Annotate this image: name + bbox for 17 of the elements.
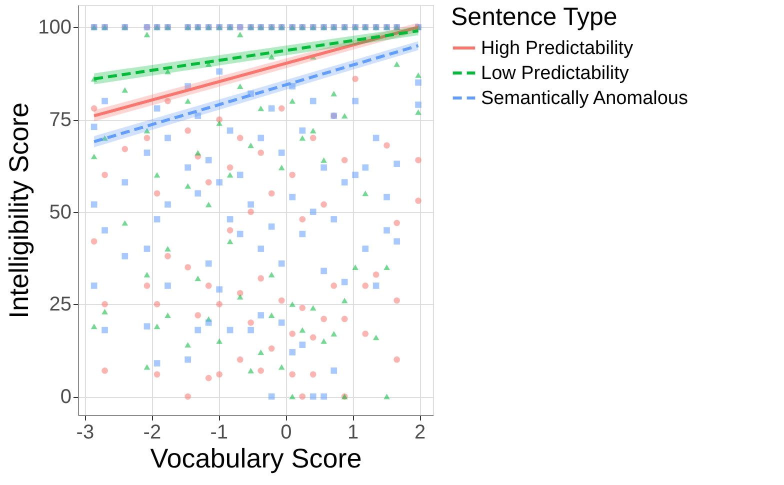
x-tick-label: 2 bbox=[414, 422, 426, 444]
y-tick-label: 75 bbox=[49, 109, 72, 132]
x-tick-label: -2 bbox=[143, 422, 162, 444]
legend-label: High Predictability bbox=[481, 38, 634, 59]
y-tick-label: 50 bbox=[49, 201, 72, 224]
x-axis-title: Vocabulary Score bbox=[150, 444, 362, 474]
y-tick-label: 0 bbox=[60, 386, 72, 408]
x-tick-label: -1 bbox=[210, 422, 228, 444]
y-axis-title: Intelligibility Score bbox=[4, 102, 34, 319]
legend-title: Sentence Type bbox=[451, 3, 618, 31]
x-tick-label: 0 bbox=[280, 422, 292, 444]
x-tick-label: -3 bbox=[76, 422, 94, 444]
y-tick-label: 100 bbox=[38, 16, 72, 39]
legend-label: Low Predictability bbox=[481, 63, 630, 84]
x-tick-label: 1 bbox=[348, 422, 359, 444]
legend-label: Semantically Anomalous bbox=[481, 88, 688, 109]
y-tick-label: 25 bbox=[49, 294, 72, 316]
